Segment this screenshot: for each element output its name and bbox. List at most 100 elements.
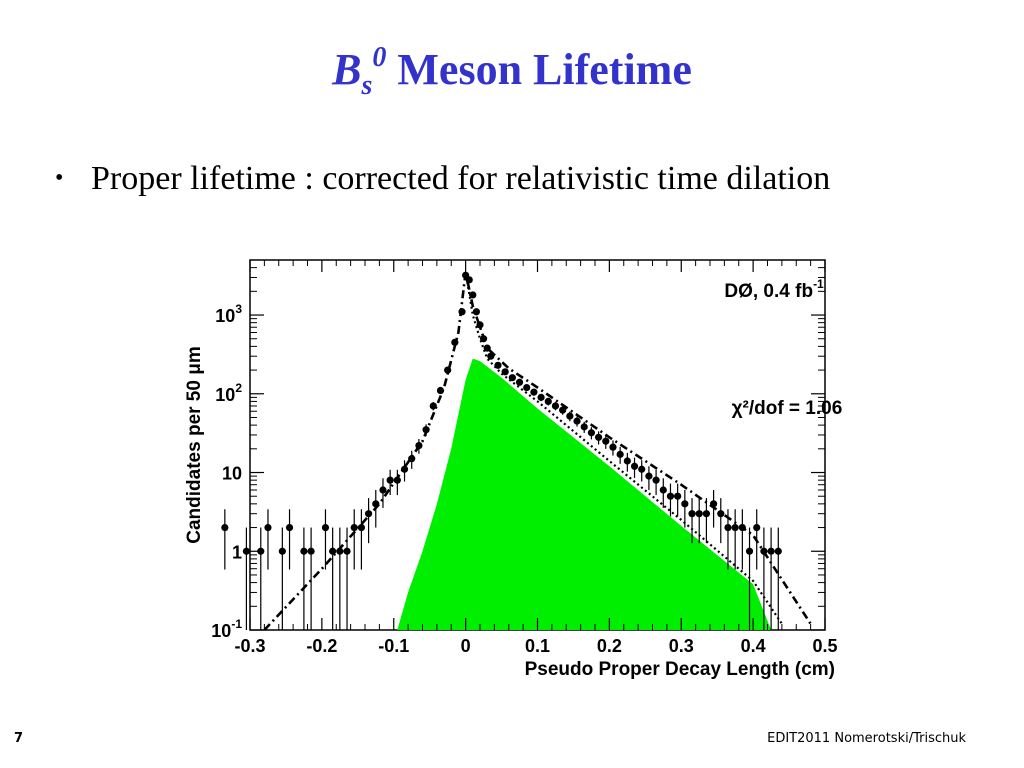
data-point	[681, 500, 689, 508]
bullet-dot-icon: •	[55, 165, 64, 191]
data-point	[530, 388, 538, 396]
data-point	[422, 426, 430, 434]
chart-annotation: χ²/dof = 1.06	[732, 398, 843, 419]
annotation-superscript: -1	[813, 277, 824, 291]
x-tick-label: 0.2	[597, 636, 622, 656]
data-point	[343, 547, 351, 555]
x-tick-label: -0.1	[378, 636, 409, 656]
data-point	[666, 492, 675, 500]
annotation-text: χ²/dof = 1.06	[732, 398, 843, 419]
annotations-group: DØ, 0.4 fb-1 χ²/dof = 1.06	[724, 277, 842, 419]
data-point	[400, 465, 409, 473]
y-tick-label: 102	[215, 381, 242, 405]
data-point	[472, 308, 481, 316]
data-point	[609, 443, 617, 451]
data-point	[774, 547, 782, 555]
data-point	[717, 510, 725, 518]
data-point	[523, 383, 531, 392]
y-tick-label-base: 10	[215, 306, 235, 326]
data-point	[487, 352, 495, 360]
data-point	[659, 486, 667, 494]
data-point	[321, 523, 330, 532]
bullet-text: Proper lifetime : corrected for relativi…	[91, 160, 831, 197]
y-tick-label-exponent: -1	[231, 617, 242, 631]
chart-annotation: DØ, 0.4 fb-1	[724, 277, 824, 302]
annotation-text: DØ, 0.4 fb	[724, 281, 813, 302]
signal-fill-area	[397, 358, 772, 630]
data-point	[307, 547, 315, 555]
data-point	[551, 402, 560, 410]
signal-fill-group	[397, 358, 772, 630]
data-point	[537, 393, 545, 401]
fit-curves-group	[263, 271, 812, 631]
y-tick-label-exponent: 2	[235, 381, 242, 395]
signal-fit-curve	[464, 272, 783, 625]
x-tick-label: -0.3	[234, 636, 265, 656]
data-point	[408, 455, 416, 463]
data-point	[350, 523, 358, 532]
data-point	[602, 437, 610, 445]
data-point	[515, 378, 524, 386]
x-tick-label: 0.3	[669, 636, 694, 656]
axes-group: -0.3 -0.2 -0.1 0 0.1 0.2 0.3 0.4 0.510-111010210…	[211, 259, 838, 656]
data-point	[738, 523, 746, 532]
title-text: Meson Lifetime	[386, 45, 692, 94]
data-point	[364, 510, 373, 518]
x-tick-label: 0	[461, 636, 471, 656]
data-point	[623, 457, 631, 465]
data-point	[674, 492, 682, 500]
data-point	[501, 368, 509, 376]
data-point	[372, 500, 380, 508]
data-point	[242, 547, 251, 555]
slide-title: Bs0 Meson Lifetime	[0, 42, 1024, 100]
data-point	[573, 417, 581, 425]
data-point	[415, 441, 423, 450]
data-point	[652, 476, 660, 484]
data-point	[688, 510, 696, 518]
y-tick-label: 103	[215, 302, 242, 326]
data-point	[329, 547, 337, 555]
data-point	[587, 429, 596, 437]
title-symbol: B	[332, 45, 362, 94]
data-point	[559, 406, 567, 414]
y-tick-label-base: 1	[232, 542, 242, 562]
data-point	[709, 500, 718, 508]
data-point	[285, 523, 294, 532]
bullet-item: • Proper lifetime : corrected for relativ…	[55, 158, 995, 199]
data-point	[616, 450, 624, 458]
data-point	[724, 523, 732, 532]
data-point	[544, 397, 552, 406]
y-tick-label: 1	[232, 542, 242, 562]
data-point	[393, 476, 401, 484]
y-tick-label: 10	[222, 464, 242, 484]
data-point	[264, 523, 272, 532]
data-point	[580, 423, 588, 431]
footer-credit: EDIT2011 Nomerotski/Trischuk	[767, 731, 966, 746]
data-points-group	[221, 271, 782, 630]
y-tick-label-base: 10	[215, 385, 235, 405]
data-point	[767, 547, 775, 555]
title-superscript: 0	[372, 42, 387, 73]
data-point	[451, 338, 459, 346]
data-point	[508, 374, 516, 382]
data-point	[429, 402, 437, 410]
data-point	[594, 433, 603, 441]
total-fit-curve	[263, 271, 812, 631]
data-point	[630, 462, 639, 470]
data-point	[357, 523, 366, 532]
data-point	[494, 361, 502, 369]
slide-number: 7	[14, 731, 24, 746]
data-point	[278, 547, 286, 555]
data-point	[476, 321, 484, 329]
data-point	[479, 335, 488, 343]
x-axis-label: Pseudo Proper Decay Length (cm)	[525, 659, 835, 680]
data-point	[465, 276, 473, 284]
data-point	[483, 344, 491, 352]
data-point	[458, 308, 466, 316]
data-point	[695, 510, 703, 518]
x-tick-label: 0.1	[525, 636, 550, 656]
x-tick-label: 0.4	[741, 636, 766, 656]
y-tick-label-base: 10	[211, 621, 231, 641]
data-point	[731, 523, 739, 532]
x-tick-label: 0.5	[812, 636, 837, 656]
